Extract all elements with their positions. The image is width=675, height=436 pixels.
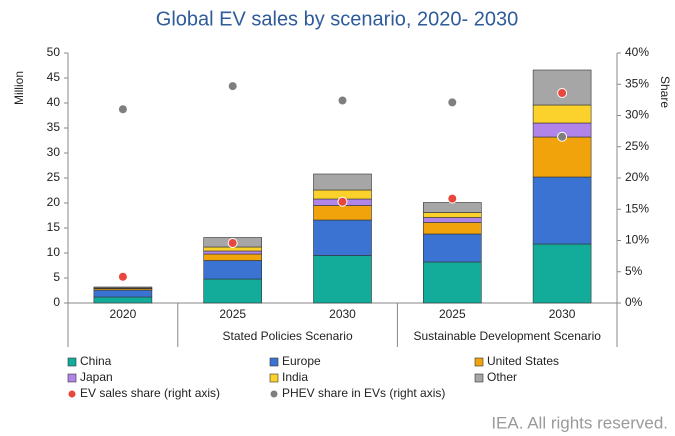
y2-tick-label: 35% [625,76,649,90]
bar-segment [203,250,262,255]
share-dot [337,95,348,106]
bar-segment [422,217,482,223]
share-dot [337,196,348,207]
y-axis-label: Million [12,71,26,105]
x-tick-label: 2025 [439,307,466,321]
y2-axis-label: Share [658,76,672,108]
y2-tick-label: 30% [625,108,649,122]
bar-segment [203,253,262,261]
share-dot [117,271,128,282]
bar-segment [313,205,372,221]
group-label: Sustainable Development Scenario [413,329,601,343]
legend-marker [270,390,278,398]
y2-tick-label: 10% [625,233,649,247]
bar-segment [422,261,482,304]
y2-tick-label: 25% [625,139,649,153]
y-tick-label: 15 [47,220,61,234]
y-tick-label: 35 [47,120,61,134]
y-tick-label: 30 [47,145,61,159]
bar-segment [532,104,592,124]
bar-segment [313,173,372,191]
y2-tick-label: 15% [625,201,649,215]
y-tick-label: 5 [53,270,60,284]
y-tick-label: 0 [53,295,60,309]
legend-marker [68,390,76,398]
bar-segment [422,212,482,218]
y-tick-label: 40 [47,95,61,109]
legend-label: EV sales share (right axis) [80,386,220,400]
y-tick-label: 10 [47,245,61,259]
legend-label: Europe [282,354,321,368]
bar-segment [422,233,482,263]
bar-segment [203,278,262,304]
share-dot [557,88,568,98]
y2-tick-label: 0% [625,295,643,309]
bar-segment [532,136,592,178]
share-dot [447,193,458,204]
legend-marker [67,357,77,367]
bar-segment [532,176,592,245]
share-dot [227,81,238,92]
legend-label: PHEV share in EVs (right axis) [282,386,445,400]
legend-marker [67,373,77,383]
legend-marker [269,357,279,367]
bar-segment [532,243,592,304]
footer: IEA. All rights reserved. [491,413,668,432]
y-tick-label: 20 [47,195,61,209]
bar-segment [532,69,592,106]
y-tick-label: 25 [47,170,61,184]
y2-tick-label: 40% [625,45,649,59]
x-tick-label: 2030 [329,307,356,321]
legend-label: Japan [80,370,113,384]
y-tick-label: 45 [47,70,61,84]
legend-label: India [282,370,308,384]
x-tick-label: 2030 [549,307,576,321]
y2-tick-label: 5% [625,264,643,278]
bar-segment [313,219,372,256]
legend-marker [269,373,279,383]
y-tick-label: 50 [47,45,61,59]
x-tick-label: 2020 [110,307,137,321]
bar-segment [93,286,153,289]
legend-label: United States [487,354,559,368]
legend-label: China [80,354,112,368]
x-tick-label: 2025 [219,307,246,321]
group-label: Stated Policies Scenario [223,329,353,343]
bar-segment [203,260,262,280]
bar-segment [93,296,153,304]
share-dot [227,238,238,248]
bar-segment [93,289,153,298]
share-dot [117,104,128,115]
bar-segment [422,202,482,213]
y2-tick-label: 20% [625,170,649,184]
legend-marker [474,373,484,383]
legend-marker [474,357,484,367]
chart-title: Global EV sales by scenario, 2020- 2030 [156,8,518,30]
bar-segment [422,222,482,235]
share-dot [447,97,458,108]
bar-segment [313,255,372,304]
share-dot [557,131,568,142]
legend-label: Other [487,370,517,384]
